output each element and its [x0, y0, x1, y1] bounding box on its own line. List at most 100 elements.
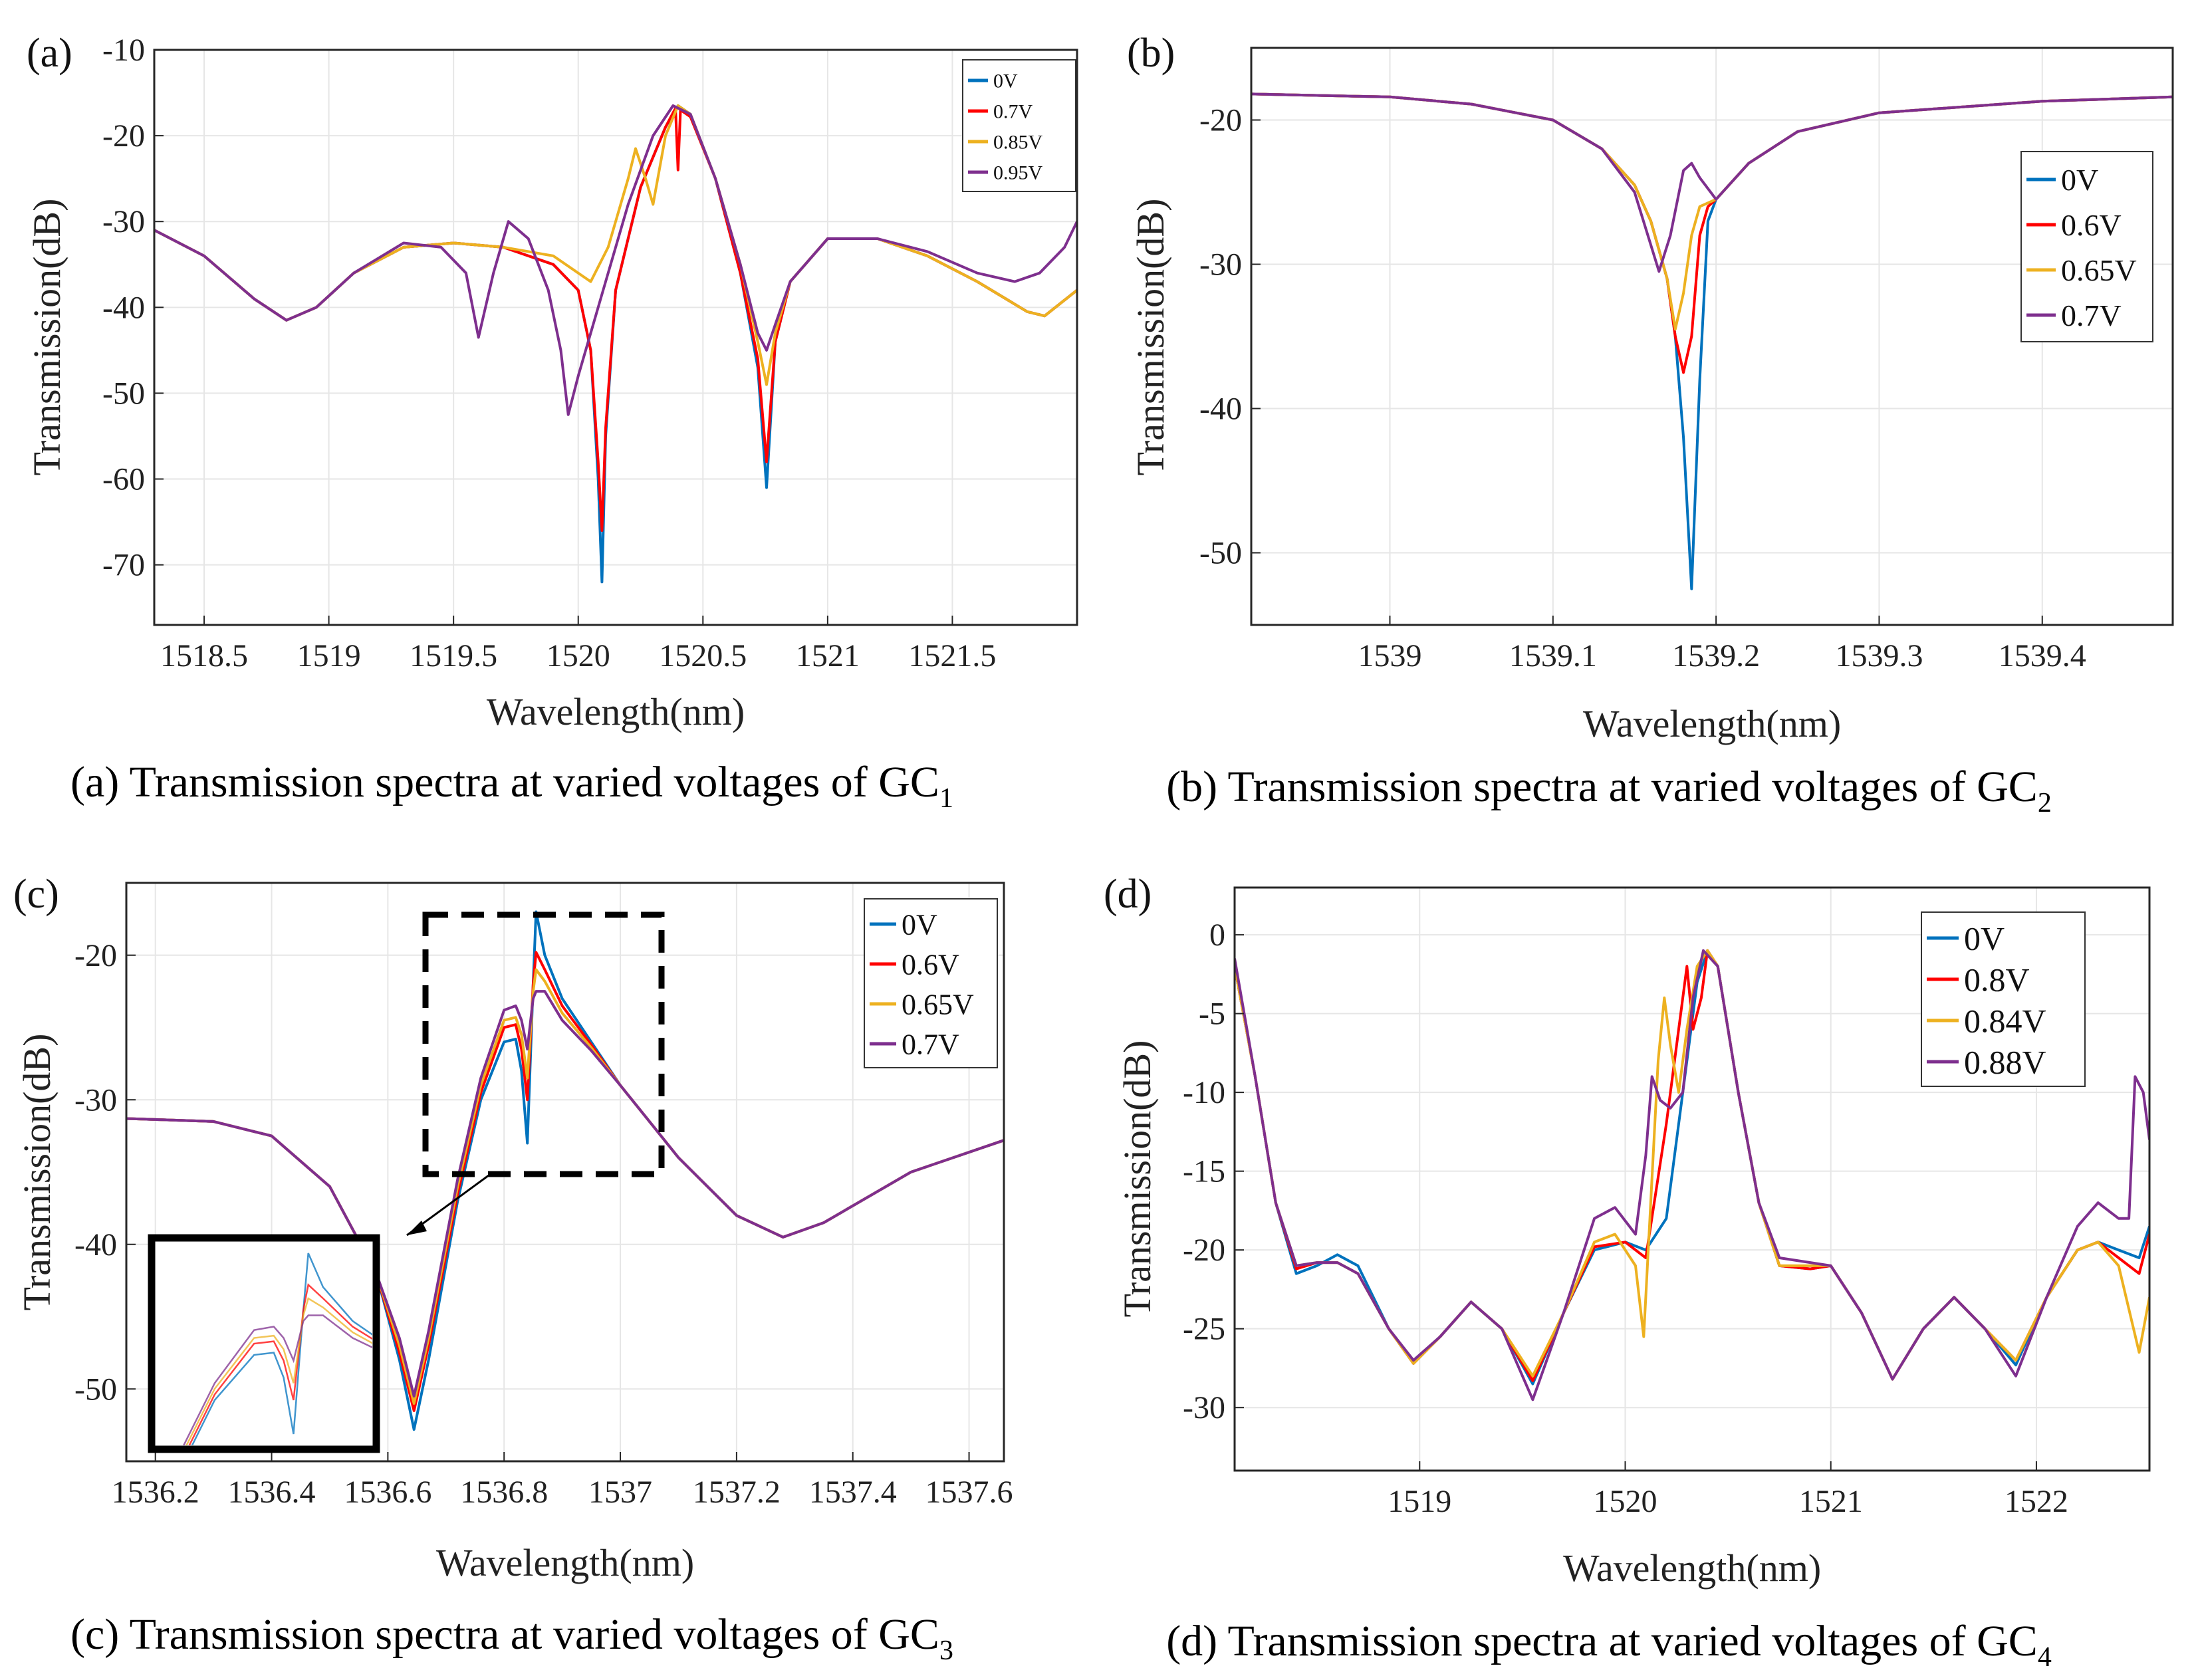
legend-entry: 0.7V: [902, 1028, 959, 1060]
inset-series-line-0.6V: [188, 1283, 372, 1445]
y-tick-label: -40: [102, 290, 145, 325]
x-tick-label: 1520: [547, 638, 610, 673]
caption-text: (a) Transmission spectra at varied volta…: [70, 758, 939, 806]
legend-box: [2020, 151, 2153, 342]
x-tick-label: 1519.5: [410, 638, 497, 673]
x-tick-label: 1522: [2005, 1484, 2068, 1519]
legend-entry: 0.65V: [2061, 253, 2137, 287]
inset-series-line-0.65V: [185, 1297, 372, 1445]
caption-subscript: 1: [939, 783, 953, 814]
x-tick-label: 1537.4: [809, 1475, 897, 1510]
x-tick-label: 1536.6: [344, 1475, 431, 1510]
legend: 0V 0.6V 0.65V 0.7V: [864, 898, 998, 1068]
chart-panel-c: 1536.2 1536.4 1536.6 1536.8 1537 1537.2 1537.4…: [13, 872, 1013, 1666]
x-tick-label: 1521: [796, 638, 860, 673]
y-tick-label: -70: [102, 548, 145, 583]
axes-box: [1233, 886, 2151, 1472]
caption-text: (d) Transmission spectra at varied volta…: [1166, 1617, 2038, 1665]
legend-entry: 0.95V: [993, 162, 1043, 184]
x-tick-label: 1539.3: [1835, 638, 1923, 673]
legend-entry: 0V: [993, 70, 1018, 92]
x-axis-label: Wavelength(nm): [1583, 702, 1841, 745]
series-line-0.7V: [154, 106, 1077, 532]
figure-caption: (b) Transmission spectra at varied volta…: [1166, 763, 2052, 818]
panel-label: (a): [27, 31, 72, 76]
x-tick-label: 1539.1: [1509, 638, 1597, 673]
caption-text: (b) Transmission spectra at varied volta…: [1166, 763, 2038, 811]
y-tick-label: -10: [1183, 1075, 1225, 1110]
chart-panel-b: 1539 1539.1 1539.2 1539.3 1539.4 -20 -30 -40 -50…: [1127, 31, 2174, 818]
legend-entry: 0V: [902, 908, 937, 941]
inset-series-line-0V: [191, 1253, 372, 1445]
x-tick-label: 1537: [588, 1475, 652, 1510]
series-line-0.88V: [1235, 949, 2149, 1401]
y-axis-label: Transmission(dB): [25, 199, 68, 476]
series-line-0.7V: [1251, 92, 2173, 273]
figure-caption: (c) Transmission spectra at varied volta…: [70, 1610, 953, 1666]
legend-box: [864, 898, 998, 1068]
legend-entry: 0.84V: [1964, 1003, 2046, 1040]
x-tick-label: 1537.2: [693, 1475, 781, 1510]
y-tick-label: -10: [102, 33, 145, 68]
panel-label: (d): [1104, 872, 1152, 917]
x-tick-label: 1539: [1358, 638, 1422, 673]
y-tick-label: -50: [102, 376, 145, 411]
legend-entry: 0.88V: [1964, 1044, 2046, 1081]
x-tick-label: 1536.2: [112, 1475, 199, 1510]
legend-entry: 0V: [1964, 920, 2005, 957]
inset-box: [148, 1234, 380, 1453]
legend-entry: 0.7V: [2061, 299, 2122, 332]
y-tick-label: -30: [1199, 247, 1242, 283]
legend-box: [1921, 911, 2086, 1087]
x-tick-label: 1520.5: [659, 638, 747, 673]
axes-box: [153, 49, 1078, 626]
chart-panel-d: 1519 1520 1521 1522 0 -5 -10 -15 -20 -25 -30 Wavele…: [1104, 872, 2151, 1673]
y-tick-label: -30: [1183, 1390, 1225, 1425]
legend-entry: 0.65V: [902, 988, 974, 1020]
legend-entry: 0.8V: [1964, 961, 2030, 999]
y-tick-label: -5: [1199, 997, 1225, 1032]
series-line-0V: [154, 104, 1077, 584]
y-axis-label: Transmission(dB): [1116, 1040, 1159, 1318]
x-axis-label: Wavelength(nm): [1563, 1546, 1821, 1590]
x-tick-label: 1539.4: [1999, 638, 2086, 673]
y-tick-label: -15: [1183, 1154, 1225, 1189]
zoom-region-box: [422, 911, 665, 1177]
x-tick-label: 1537.6: [925, 1475, 1013, 1510]
x-axis-label: Wavelength(nm): [487, 690, 745, 733]
x-tick-label: 1536.8: [460, 1475, 548, 1510]
zoom-arrow-head: [407, 1221, 427, 1235]
figure-caption: (d) Transmission spectra at varied volta…: [1166, 1617, 2052, 1673]
legend: 0V 0.8V 0.84V 0.88V: [1921, 911, 2086, 1087]
y-tick-label: -40: [74, 1227, 117, 1262]
x-axis-label: Wavelength(nm): [436, 1541, 694, 1584]
series-line-0.95V: [154, 104, 1077, 416]
y-tick-label: -20: [102, 118, 145, 154]
y-axis-label: Transmission(dB): [1129, 199, 1172, 476]
caption-text: (c) Transmission spectra at varied volta…: [70, 1610, 939, 1659]
x-tick-label: 1536.4: [228, 1475, 316, 1510]
y-tick-label: -30: [102, 204, 145, 239]
x-tick-label: 1518.5: [160, 638, 248, 673]
caption-subscript: 4: [2038, 1642, 2052, 1673]
y-tick-label: -25: [1183, 1312, 1225, 1347]
y-tick-label: -20: [1183, 1233, 1225, 1268]
series-line-0.7V: [126, 990, 1004, 1398]
panel-label: (b): [1127, 31, 1175, 76]
y-tick-label: 0: [1209, 917, 1225, 953]
axes-box: [1250, 47, 2174, 626]
legend-entry: 0.6V: [902, 948, 959, 981]
legend-entry: 0.85V: [993, 132, 1043, 154]
axes-box: [125, 882, 1005, 1463]
y-tick-label: -50: [74, 1372, 117, 1407]
x-tick-label: 1520: [1594, 1484, 1657, 1519]
y-tick-label: -60: [102, 462, 145, 497]
legend: 0V 0.7V 0.85V 0.95V: [962, 59, 1076, 192]
legend-entry: 0.7V: [993, 101, 1033, 123]
caption-subscript: 2: [2038, 788, 2052, 818]
caption-subscript: 3: [939, 1635, 953, 1666]
y-tick-label: -20: [74, 938, 117, 973]
x-tick-label: 1521: [1799, 1484, 1863, 1519]
panel-label: (c): [13, 872, 59, 917]
